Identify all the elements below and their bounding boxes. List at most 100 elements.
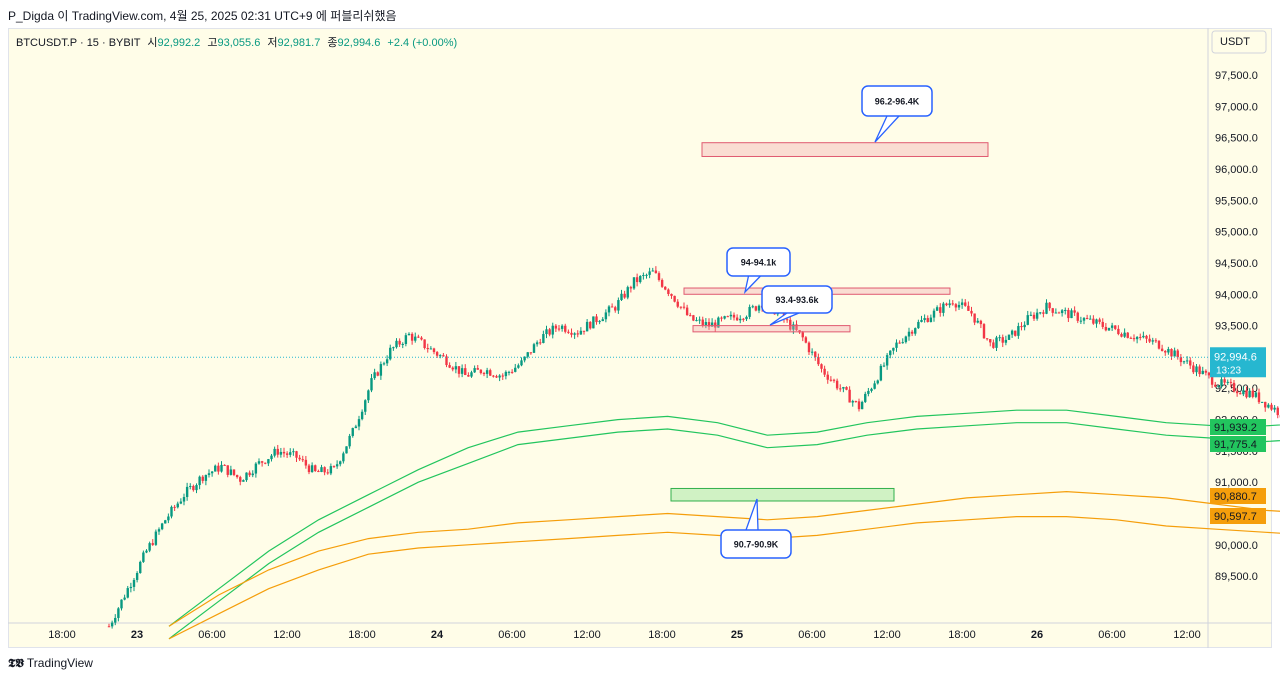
candle-body bbox=[451, 367, 454, 370]
candle-body bbox=[932, 310, 936, 318]
candle-body bbox=[276, 448, 279, 455]
candle-body bbox=[245, 472, 248, 481]
publish-header: P_Digda 이 TradingView.com, 4월 25, 2025 0… bbox=[0, 0, 1280, 28]
candle-body bbox=[595, 316, 598, 323]
callout-label: 96.2-96.4K bbox=[875, 97, 920, 107]
candle-body bbox=[335, 464, 339, 467]
candle-body bbox=[189, 485, 192, 487]
chart-panel[interactable] bbox=[8, 28, 1272, 648]
x-tick-label: 24 bbox=[431, 629, 444, 641]
candle-body bbox=[135, 573, 139, 580]
candle-body bbox=[385, 359, 389, 364]
candle-body bbox=[973, 313, 976, 323]
candle-body bbox=[1051, 308, 1054, 313]
candle-body bbox=[995, 337, 998, 348]
price-zone bbox=[701, 142, 989, 157]
candle-body bbox=[298, 457, 301, 460]
candle-body bbox=[642, 275, 645, 277]
candle-body bbox=[457, 366, 461, 374]
candle-body bbox=[1254, 392, 1258, 397]
candle-body bbox=[604, 312, 608, 320]
x-tick-label: 06:00 bbox=[498, 629, 526, 641]
callout-box bbox=[861, 85, 933, 117]
candle-body bbox=[960, 302, 964, 305]
candle-body bbox=[1179, 357, 1183, 363]
candle-body bbox=[529, 352, 533, 354]
candle-body bbox=[1142, 335, 1145, 338]
candle-body bbox=[670, 293, 673, 296]
candle-body bbox=[323, 467, 326, 473]
candle-body bbox=[685, 307, 689, 316]
candle-body bbox=[170, 506, 173, 517]
candle-body bbox=[304, 459, 308, 466]
candle-body bbox=[392, 347, 395, 349]
candle-body bbox=[1098, 319, 1101, 322]
candle-body bbox=[617, 300, 620, 311]
y-tick-label: 96,000.0 bbox=[1215, 164, 1258, 176]
candle-body bbox=[464, 368, 467, 376]
candle-body bbox=[442, 355, 445, 357]
candle-body bbox=[807, 342, 811, 353]
candle-body bbox=[839, 388, 842, 390]
candle-body bbox=[870, 388, 873, 391]
candle-body bbox=[1154, 340, 1158, 342]
candle-body bbox=[1248, 390, 1251, 398]
footer-brand[interactable]: TradingView bbox=[26, 656, 93, 670]
candle-body bbox=[567, 331, 570, 333]
candle-body bbox=[1195, 366, 1198, 373]
candle-body bbox=[1070, 310, 1073, 319]
candle-body bbox=[545, 329, 548, 335]
candle-body bbox=[285, 453, 289, 455]
candle-body bbox=[720, 317, 723, 319]
candle-body bbox=[232, 469, 236, 475]
candle-body bbox=[801, 332, 804, 338]
candle-body bbox=[985, 338, 989, 340]
candle-body bbox=[1210, 375, 1214, 385]
candle-body bbox=[204, 474, 208, 481]
candle-body bbox=[551, 325, 554, 335]
candle-body bbox=[829, 379, 833, 381]
candle-body bbox=[579, 330, 583, 335]
x-tick-label: 18:00 bbox=[348, 629, 376, 641]
candle-body bbox=[754, 306, 758, 311]
orange-band-upper-line bbox=[168, 490, 1280, 627]
symbol-name[interactable]: BTCUSDT.P · 15 · BYBIT bbox=[16, 37, 141, 49]
candle-body bbox=[473, 368, 476, 373]
candle-body bbox=[257, 461, 261, 464]
candle-body bbox=[426, 348, 429, 350]
candle-body bbox=[1085, 318, 1089, 320]
candle-body bbox=[489, 370, 492, 376]
candle-body bbox=[885, 355, 889, 366]
candle-body bbox=[110, 622, 114, 627]
candle-body bbox=[710, 322, 714, 327]
green-band-upper-line bbox=[168, 409, 1280, 627]
candle-body bbox=[635, 277, 639, 283]
candle-body bbox=[889, 350, 892, 356]
y-tick-label: 95,000.0 bbox=[1215, 227, 1258, 239]
candle-body bbox=[1079, 320, 1083, 322]
candle-body bbox=[1273, 407, 1276, 410]
candle-body bbox=[342, 453, 345, 462]
candle-body bbox=[1201, 370, 1204, 375]
candle-body bbox=[1014, 330, 1017, 336]
candle-body bbox=[1095, 319, 1098, 324]
low-value: 92,981.7 bbox=[277, 37, 321, 49]
candle-body bbox=[223, 464, 226, 466]
green-band-lower-line bbox=[168, 422, 1280, 640]
candle-body bbox=[1232, 382, 1236, 392]
high-label: 고 bbox=[207, 37, 218, 49]
candle-body bbox=[164, 520, 167, 524]
candle-body bbox=[723, 316, 726, 319]
candle-body bbox=[657, 273, 661, 280]
candle-body bbox=[401, 343, 404, 345]
candle-body bbox=[810, 351, 814, 353]
candle-body bbox=[857, 401, 861, 410]
candle-body bbox=[948, 303, 951, 306]
candle-body bbox=[742, 318, 745, 320]
y-tick-label: 90,000.0 bbox=[1215, 540, 1258, 552]
candle-body bbox=[501, 375, 504, 377]
candle-body bbox=[917, 321, 920, 329]
candle-body bbox=[817, 357, 820, 365]
candle-body bbox=[785, 319, 789, 321]
